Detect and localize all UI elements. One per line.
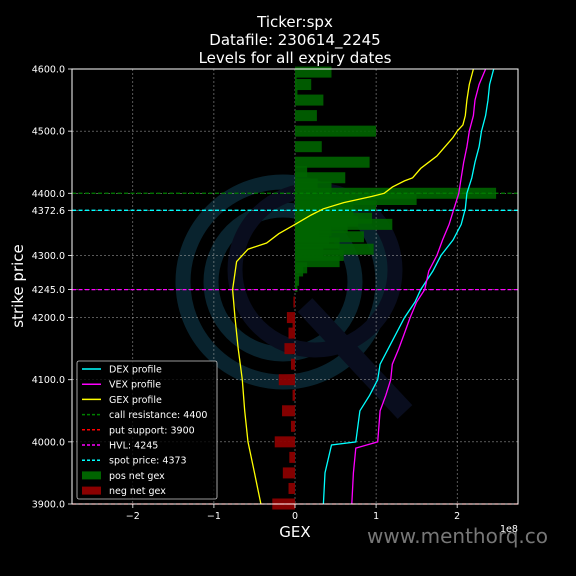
chart-title-line-3: Levels for all expiry dates [199,49,392,67]
legend-label-6: spot price: 4373 [109,456,187,467]
y-tick-label-9: 4600.0 [32,65,65,76]
legend-label-8: neg net gex [109,486,166,497]
pos-net-gex-bar-35 [295,274,300,286]
legend-swatch-8 [82,486,101,495]
neg-net-gex-bar-7 [292,389,295,401]
pos-net-gex-bar-28 [295,237,340,249]
neg-net-gex-bar-10 [274,436,295,448]
y-tick-label-4: 4245.0 [32,285,65,296]
pos-net-gex-bar-9 [295,166,308,178]
y-tick-label-1: 4000.0 [32,437,65,448]
pos-net-gex-bar-3 [295,88,298,100]
legend-label-1: VEX profile [109,380,161,391]
y-tick-label-3: 4200.0 [32,313,65,324]
x-tick-label-0: −2 [126,511,140,522]
legend-label-2: GEX profile [109,395,162,406]
x-axis-label: GEX [279,523,310,541]
legend: DEX profile VEX profile GEX profile call re… [76,360,218,500]
neg-net-gex-bar-3 [288,327,295,339]
x-tick-label-4: 2 [454,511,460,522]
series-line-1 [351,68,487,505]
pos-net-gex-bar-7 [295,141,322,153]
y-axis-label: strike price [9,244,27,328]
y-tick-label-2: 4100.0 [32,375,65,386]
profile-lines [231,68,495,505]
y-tick-label-0: 3900.0 [32,500,65,511]
pos-net-gex-bar-26 [295,231,364,243]
y-tick-label-5: 4300.0 [32,251,65,262]
neg-net-gex-bar-0 [293,296,295,308]
chart-title-line-2: Datafile: 230614_2245 [209,31,380,50]
neg-net-gex-bar-4 [284,343,295,355]
neg-net-gex-bar-13 [288,482,295,494]
x-tick-label-2: 0 [292,511,298,522]
pos-net-gex-bar-12 [295,181,332,193]
legend-label-7: pos net gex [109,471,165,482]
y-tick-label-8: 4500.0 [32,127,65,138]
neg-net-gex-bar-6 [278,374,295,386]
pos-net-gex-bar-2 [295,79,312,91]
pos-net-gex-bar-0 [295,66,332,78]
neg-net-gex-bar-11 [289,451,295,463]
pos-net-gex-bar-6 [295,125,377,137]
x-tick-label-3: 1 [373,511,379,522]
pos-net-gex-bar-31 [295,249,344,261]
pos-net-gex-bar-29 [295,243,374,255]
pos-net-gex-bar-36 [295,281,298,292]
y-tick-label-6: 4372.6 [32,206,65,217]
neg-net-gex-bar-8 [282,405,295,417]
y-tick-label-7: 4400.0 [32,189,65,200]
legend-box [76,360,218,500]
legend-label-3: call resistance: 4400 [109,410,207,421]
neg-net-gex-bar-12 [282,467,295,479]
neg-net-gex-bar-2 [292,318,295,330]
pos-net-gex-bar-4 [295,94,324,106]
legend-label-4: put support: 3900 [109,425,195,436]
neg-net-gex-bar-1 [286,312,295,324]
series-line-2 [231,68,475,505]
legend-swatch-7 [82,471,101,480]
legend-label-0: DEX profile [109,365,162,376]
watermark-text: www.menthorq.co [367,524,548,548]
pos-net-gex-bar-13 [295,187,497,199]
chart-title-line-1: Ticker:spx [256,13,333,31]
y-axis-ticks: 3900.0 4000.0 4100.0 4200.0 4245.0 4300.0 4372… [32,65,72,511]
pos-net-gex-bar-5 [295,110,317,122]
net-gex-bars [272,66,497,510]
neg-net-gex-bar-5 [290,358,295,370]
pos-net-gex-bar-34 [295,265,304,277]
legend-label-5: HVL: 4245 [109,441,158,452]
x-axis-scale-note: 1e8 [500,524,518,535]
pos-net-gex-bar-8 [295,156,370,168]
pos-net-gex-bar-10 [295,172,346,184]
x-tick-label-1: −1 [207,511,221,522]
pos-net-gex-bar-32 [295,256,340,268]
series-line-0 [322,68,495,505]
neg-net-gex-bar-9 [290,420,295,432]
x-axis-ticks: −2 −1 0 1 2 [126,504,460,522]
